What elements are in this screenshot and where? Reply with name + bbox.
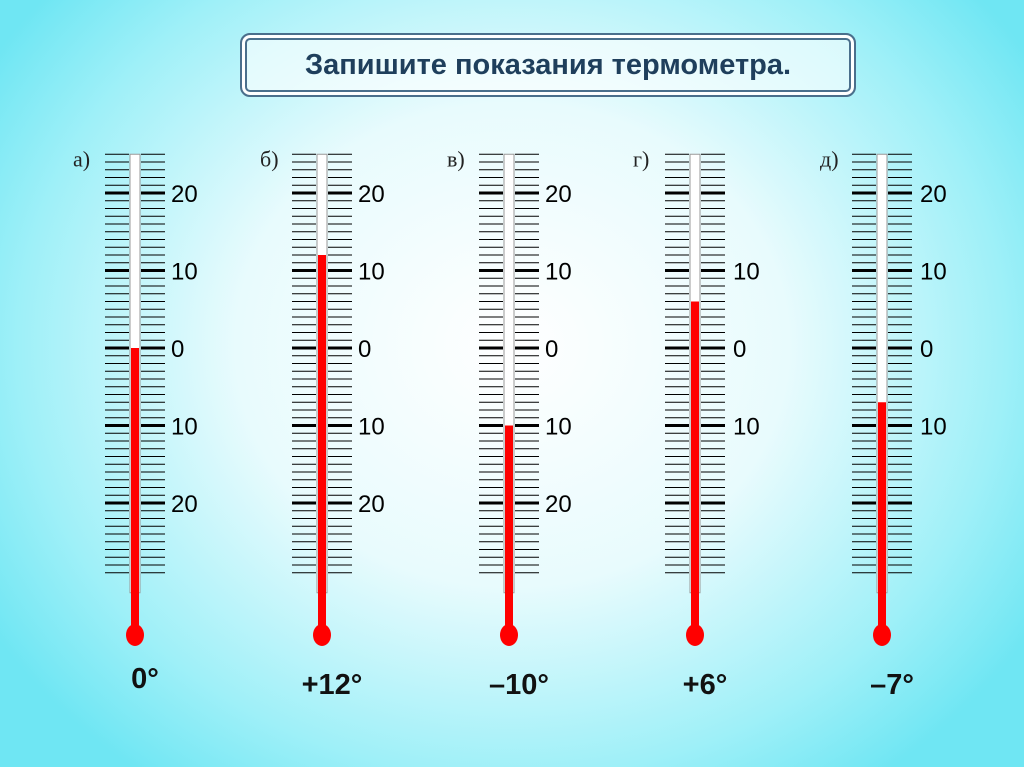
scale-label: 10 [733, 259, 760, 286]
thermometer-bulb [313, 624, 331, 646]
task-title: Запишите показания термометра. [240, 33, 856, 97]
thermometer-letter: б) [260, 146, 279, 171]
thermometer-letter: д) [820, 146, 839, 171]
mercury-column [878, 402, 886, 635]
scale-label: 0 [545, 336, 558, 363]
scale-label: 10 [545, 259, 572, 286]
scale-label: 10 [733, 414, 760, 441]
scale-label: 10 [171, 259, 198, 286]
scale-label: 0 [920, 336, 933, 363]
thermometer-2: б) 20 10 0 10 20 +12° [260, 146, 385, 701]
scale-label: 10 [358, 259, 385, 286]
scale-label: 20 [545, 181, 572, 208]
answer-value: –7° [870, 669, 914, 701]
scale-label: 0 [171, 336, 184, 363]
scale-label: 20 [358, 181, 385, 208]
thermometer-bulb [126, 624, 144, 646]
thermometer-letter: в) [447, 146, 465, 171]
scale-label: 20 [545, 491, 572, 518]
scale-label: 20 [171, 181, 198, 208]
mercury-column [318, 255, 326, 635]
scale-label: 20 [171, 491, 198, 518]
scale-label: 20 [358, 491, 385, 518]
scale-label: 10 [545, 414, 572, 441]
thermometer-bulb [873, 624, 891, 646]
scale-label: 0 [733, 336, 746, 363]
scale-label: 20 [920, 181, 947, 208]
scale-label: 10 [920, 259, 947, 286]
thermometer-1: а) 20 10 0 10 20 0° [73, 146, 198, 695]
thermometer-4: г) 10 0 10 +6° [633, 146, 760, 701]
scale-label: 10 [171, 414, 198, 441]
scale-label: 0 [358, 336, 371, 363]
thermometer-letter: а) [73, 146, 90, 171]
mercury-column [505, 425, 513, 635]
thermometer-letter: г) [633, 146, 649, 171]
scale-label: 10 [358, 414, 385, 441]
mercury-column [131, 348, 139, 635]
answer-value: –10° [489, 669, 549, 701]
mercury-column [691, 301, 699, 635]
answer-value: +12° [302, 669, 363, 701]
thermometer-5: д) 20 10 0 10 –7° [820, 146, 947, 701]
thermometer-3: в) 20 10 0 10 20 –10° [447, 146, 572, 701]
thermometer-bulb [686, 624, 704, 646]
answer-value: +6° [683, 669, 728, 701]
thermometer-bulb [500, 624, 518, 646]
answer-value: 0° [131, 663, 159, 695]
scale-label: 10 [920, 414, 947, 441]
